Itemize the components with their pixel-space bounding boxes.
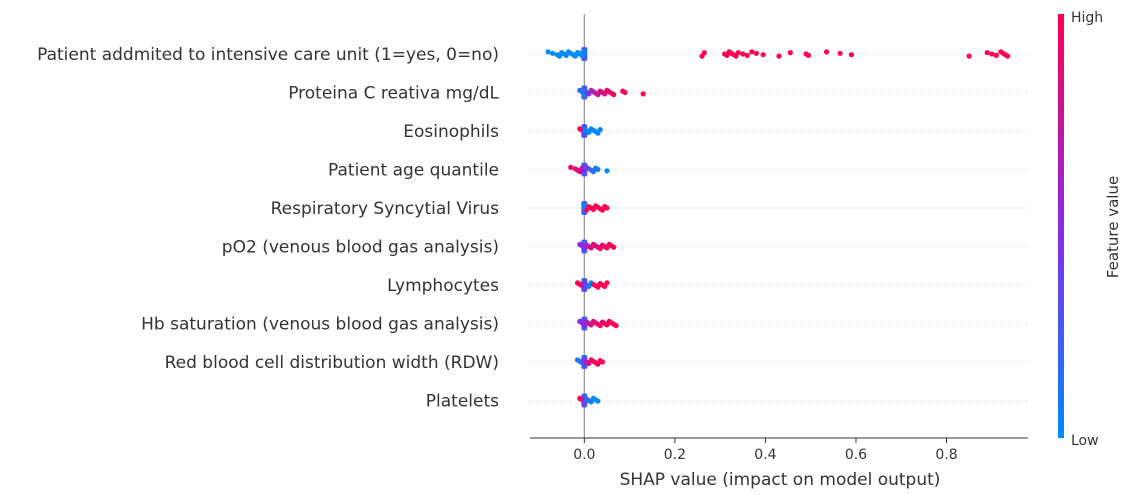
data-point (640, 91, 646, 97)
data-point (577, 50, 583, 56)
data-point (597, 127, 603, 133)
beeswarm-points (545, 47, 1011, 408)
feature-label: Patient addmited to intensive care unit … (37, 45, 499, 65)
x-tick-label: 0.4 (754, 447, 776, 463)
data-point (595, 166, 601, 173)
data-point (611, 92, 617, 98)
data-point (545, 49, 551, 55)
x-axis: 0.0 0.2 0.4 0.6 0.8 (530, 437, 1028, 463)
data-point (604, 205, 610, 211)
data-point (611, 244, 617, 250)
feature-label: Patient age quantile (328, 161, 499, 181)
data-point (622, 89, 628, 96)
x-tick-label: 0.2 (664, 447, 686, 463)
feature-label: Red blood cell distribution width (RDW) (165, 353, 499, 373)
colorbar-gradient (1058, 14, 1064, 438)
data-point (823, 49, 830, 55)
data-point (1005, 53, 1011, 59)
data-point (595, 398, 601, 404)
data-point (581, 49, 587, 55)
data-point (701, 50, 707, 56)
feature-label: Respiratory Syncytial Virus (271, 199, 500, 219)
data-point (550, 50, 556, 56)
data-point (837, 50, 843, 56)
data-point (984, 50, 990, 56)
row-guides (530, 53, 1028, 401)
data-point (848, 52, 855, 58)
colorbar-title: Feature value (1104, 176, 1122, 278)
feature-label: Lymphocytes (387, 276, 499, 296)
data-point (740, 51, 746, 57)
x-tick-label: 0.0 (573, 447, 595, 463)
colorbar: High Low Feature value (1058, 10, 1122, 449)
data-point (604, 280, 610, 286)
x-axis-label: SHAP value (impact on model output) (620, 470, 941, 490)
colorbar-high-label: High (1071, 10, 1103, 26)
feature-label: pO2 (venous blood gas analysis) (222, 238, 499, 258)
data-point (599, 359, 606, 365)
data-point (572, 52, 578, 58)
data-point (749, 49, 755, 55)
data-point (966, 53, 972, 59)
data-point (787, 50, 793, 56)
data-point (613, 323, 619, 329)
x-tick-label: 0.6 (845, 447, 867, 463)
data-point (805, 52, 812, 59)
feature-label: Eosinophils (403, 122, 499, 142)
colorbar-low-label: Low (1071, 433, 1099, 449)
data-point (568, 164, 574, 170)
feature-labels: Patient addmited to intensive care unit … (37, 45, 499, 412)
data-point (760, 52, 766, 58)
data-point (993, 52, 999, 59)
feature-label: Hb saturation (venous blood gas analysis… (141, 315, 499, 335)
feature-label: Platelets (426, 392, 499, 412)
data-point (753, 50, 759, 56)
data-point (776, 53, 782, 59)
data-point (744, 52, 750, 59)
data-point (735, 50, 741, 56)
data-point (604, 168, 610, 174)
data-point (989, 51, 995, 57)
x-tick-label: 0.8 (935, 447, 957, 463)
feature-label: Proteina C reativa mg/dL (288, 84, 499, 104)
